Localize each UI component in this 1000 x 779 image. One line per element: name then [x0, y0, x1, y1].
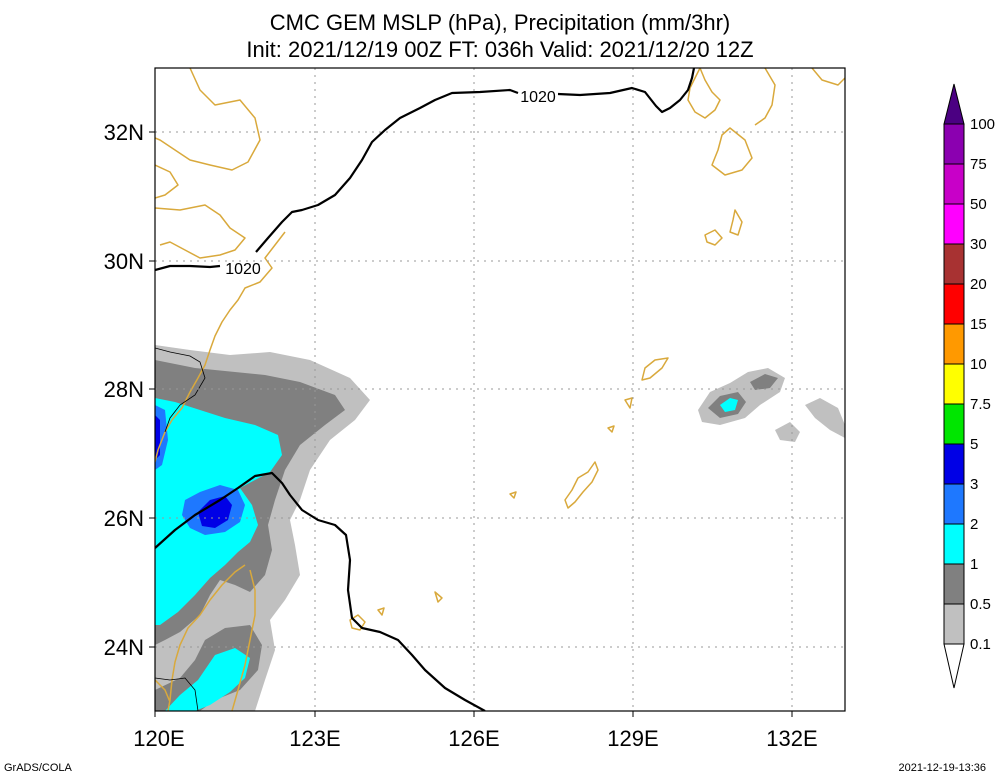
lon-label-120e: 120E — [133, 726, 184, 751]
coast-okinawa — [564, 461, 599, 509]
colorbar-swatch-7.5-10 — [943, 363, 965, 405]
coast-yakushima — [704, 229, 723, 246]
colorbar-swatch-15-20 — [943, 283, 965, 325]
coast-fujian — [155, 231, 286, 463]
border-fujian — [155, 347, 206, 433]
coast-east-edge — [811, 68, 845, 86]
lat-label-30n: 30N — [104, 249, 144, 274]
colorbar-label-50: 50 — [970, 196, 987, 213]
colorbar-swatch-75-100 — [943, 123, 965, 165]
colorbar-bottom-triangle — [943, 643, 965, 689]
colorbar-swatch-10-15 — [943, 323, 965, 365]
map-plot-area: 1020 1020 — [155, 68, 845, 711]
isobars — [155, 68, 696, 711]
chart-subtitle: Init: 2021/12/19 00Z FT: 036h Valid: 202… — [246, 37, 754, 62]
coast-south-china — [155, 679, 171, 703]
colorbar-swatch-0.5-1 — [943, 563, 965, 605]
lon-label-123e: 123E — [289, 726, 340, 751]
coast-shikoku — [754, 68, 776, 126]
colorbar-swatch-20-30 — [943, 243, 965, 285]
isobar-1020-west — [155, 264, 221, 272]
axis-ticks — [149, 131, 793, 717]
colorbar-top-triangle — [943, 83, 965, 125]
colorbar-swatch-1-2 — [943, 523, 965, 565]
colorbar-label-7.5: 7.5 — [970, 396, 991, 413]
coast-small-isle-2 — [607, 425, 615, 433]
colorbar-label-1: 1 — [970, 556, 978, 573]
precip-1-area — [155, 398, 282, 711]
precipitation-shading — [155, 345, 845, 711]
colorbar-swatch-2-3 — [943, 483, 965, 525]
colorbar-label-3: 3 — [970, 476, 978, 493]
coast-small-isle-4 — [434, 591, 443, 603]
precip-east-cell-cyan — [720, 398, 738, 412]
colorbar-labels: 100 75 50 30 20 15 10 7.5 5 3 2 1 0.5 0.… — [970, 116, 995, 653]
coast-kyushu — [687, 68, 721, 119]
border-lines — [155, 347, 206, 711]
lat-label-32n: 32N — [104, 120, 144, 145]
chart-title: CMC GEM MSLP (hPa), Precipitation (mm/3h… — [269, 10, 731, 35]
coast-amami — [641, 357, 669, 381]
coast-taiwan — [167, 564, 246, 711]
lon-label-132e: 132E — [766, 726, 817, 751]
colorbar-swatch-0.1-0.5 — [943, 603, 965, 645]
colorbar-swatch-30-50 — [943, 203, 965, 245]
coast-miyako — [349, 614, 366, 631]
graticule — [155, 68, 845, 711]
colorbar-label-5: 5 — [970, 436, 978, 453]
coast-small-isle-1 — [624, 397, 633, 409]
colorbar-label-10: 10 — [970, 356, 987, 373]
longitude-labels: 120E 123E 126E 129E 132E — [133, 726, 817, 751]
coastlines — [155, 68, 845, 711]
coast-yangtze — [155, 164, 179, 199]
lat-label-24n: 24N — [104, 635, 144, 660]
colorbar-label-75: 75 — [970, 156, 987, 173]
isobar-label-north: 1020 — [520, 89, 556, 106]
coast-tanegashima — [729, 209, 743, 236]
coast-small-isle-3 — [509, 491, 517, 499]
colorbar-swatch-50-75 — [943, 163, 965, 205]
colorbar-label-0.5: 0.5 — [970, 596, 991, 613]
colorbar-label-30: 30 — [970, 236, 987, 253]
coast-yaeyama — [377, 607, 385, 616]
coast-china-north — [155, 68, 261, 171]
isobar-label-west: 1020 — [225, 261, 261, 278]
colorbar-label-0.1: 0.1 — [970, 636, 991, 653]
lon-label-126e: 126E — [448, 726, 499, 751]
footer-timestamp: 2021-12-19-13:36 — [898, 762, 986, 774]
latitude-labels: 32N 30N 28N 26N 24N — [104, 120, 144, 660]
colorbar-label-100: 100 — [970, 116, 995, 133]
lat-label-26n: 26N — [104, 506, 144, 531]
colorbar-label-2: 2 — [970, 516, 978, 533]
colorbar-swatch-3-5 — [943, 443, 965, 485]
isobar-1020-north — [255, 68, 696, 253]
precip-east-cell-light — [698, 368, 845, 442]
footer-software-credit: GrADS/COLA — [4, 762, 72, 774]
colorbar — [943, 83, 965, 689]
coast-zhejiang — [155, 204, 246, 259]
colorbar-label-15: 15 — [970, 316, 987, 333]
coast-kyushu-south — [711, 127, 753, 176]
colorbar-swatch-5-7.5 — [943, 403, 965, 445]
precip-3-area — [155, 415, 232, 528]
colorbar-label-20: 20 — [970, 276, 987, 293]
coast-taiwan-east — [231, 569, 256, 711]
lat-label-28n: 28N — [104, 377, 144, 402]
isobar-1020-south — [155, 471, 486, 711]
lon-label-129e: 129E — [607, 726, 658, 751]
border-south — [155, 677, 199, 711]
